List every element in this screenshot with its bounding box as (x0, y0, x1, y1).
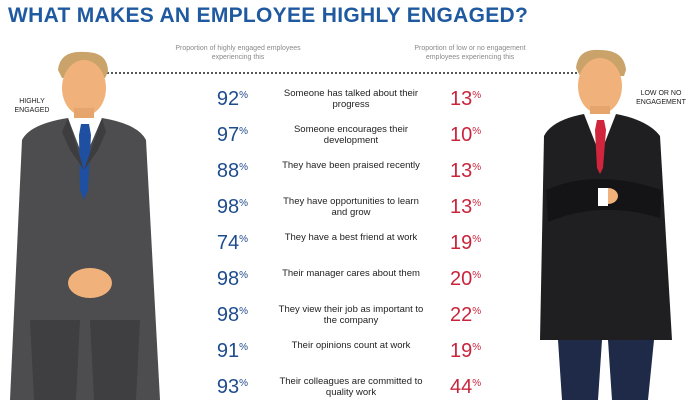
highly-engaged-percent: 92% (216, 88, 248, 110)
low-engagement-percent: 13% (450, 196, 482, 218)
stat-description: Their colleagues are committed to qualit… (279, 376, 423, 398)
highly-engaged-employee-illustration (10, 51, 160, 400)
highly-engaged-percent: 88% (216, 160, 248, 182)
low-engagement-percent: 10% (450, 124, 482, 146)
stat-description: Their opinions count at work (291, 340, 411, 351)
stat-row: 88% They have been praised recently 13% (0, 158, 699, 194)
stat-row: 98% They view their job as important to t… (0, 302, 699, 338)
highly-engaged-percent: 91% (216, 340, 248, 362)
stat-row: 97% Someone encourages their development 1… (0, 122, 699, 158)
stat-description: They have been praised recently (282, 160, 420, 171)
highly-engaged-percent: 74% (216, 232, 248, 254)
stat-row: 93% Their colleagues are committed to qua… (0, 374, 699, 410)
low-engagement-percent: 13% (450, 160, 482, 182)
highly-engaged-percent: 98% (216, 304, 248, 326)
stat-description: They have opportunities to learn and gro… (283, 196, 419, 218)
infographic-title: WHAT MAKES AN EMPLOYEE HIGHLY ENGAGED? (8, 4, 529, 27)
stat-row: 98% Their manager cares about them 20% (0, 266, 699, 302)
low-engagement-percent: 20% (450, 268, 482, 290)
right-subheading: Proportion of low or no engagement emplo… (414, 45, 526, 61)
highly-engaged-percent: 98% (216, 196, 248, 218)
highly-engaged-label: HIGHLY ENGAGED (14, 98, 50, 114)
dotted-divider (104, 72, 584, 74)
stat-description: Their manager cares about them (282, 268, 420, 279)
low-engagement-percent: 13% (450, 88, 482, 110)
stat-row: 98% They have opportunities to learn and … (0, 194, 699, 230)
low-engagement-percent: 44% (450, 376, 482, 398)
low-engagement-employee-illustration (540, 49, 672, 400)
low-engagement-label: LOW OR NO ENGAGEMENT (636, 90, 686, 106)
stat-description: Someone has talked about their progress (283, 88, 419, 110)
low-engagement-percent: 19% (450, 340, 482, 362)
highly-engaged-percent: 93% (216, 376, 248, 398)
stat-description: Someone encourages their development (293, 124, 409, 146)
stat-row: 91% Their opinions count at work 19% (0, 338, 699, 374)
highly-engaged-percent: 97% (216, 124, 248, 146)
stat-description: They have a best friend at work (284, 232, 418, 243)
stat-row: 74% They have a best friend at work 19% (0, 230, 699, 266)
stat-description: They view their job as important to the … (278, 304, 424, 326)
stat-row: 92% Someone has talked about their progre… (0, 86, 699, 122)
low-engagement-percent: 19% (450, 232, 482, 254)
highly-engaged-percent: 98% (216, 268, 248, 290)
low-engagement-percent: 22% (450, 304, 482, 326)
left-subheading: Proportion of highly engaged employees e… (175, 45, 301, 61)
